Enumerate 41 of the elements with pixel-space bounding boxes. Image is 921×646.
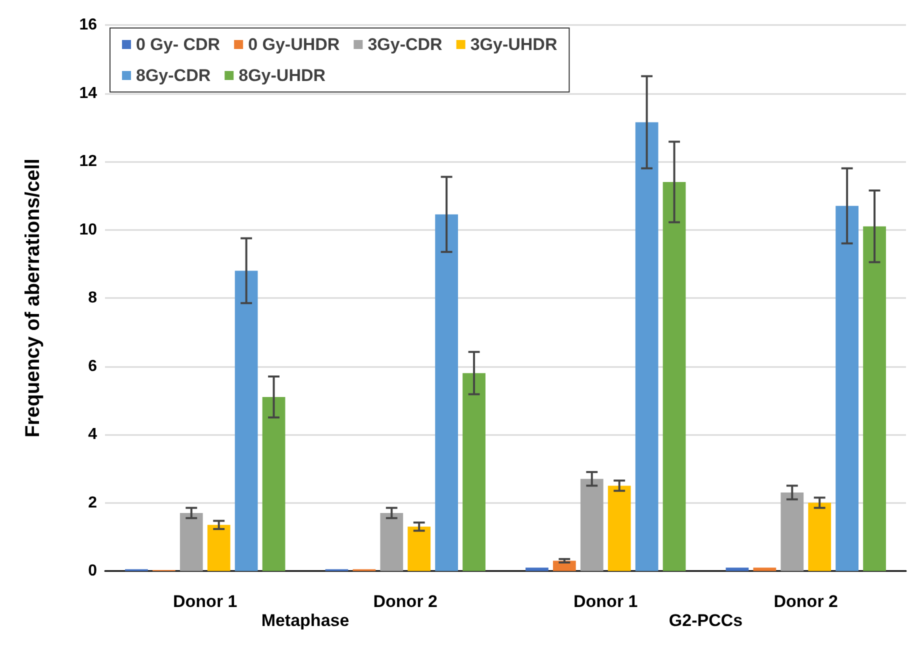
y-tick-label: 10 [79,221,98,238]
x-tick-label: Donor 2 [774,592,838,611]
y-axis-title: Frequency of aberrations/cell [22,158,44,438]
legend-label: 0 Gy-UHDR [248,35,340,54]
bar [635,122,658,571]
y-tick-label: 4 [88,426,98,443]
bar [234,270,258,571]
bar [435,214,458,571]
y-tick-label: 0 [88,562,98,580]
bar [863,226,886,571]
bar [662,182,686,571]
bar [580,478,604,571]
x-tick-label: Donor 1 [574,592,638,611]
bar [726,568,749,571]
bar [462,373,486,571]
legend-label: 8Gy-UHDR [238,66,326,85]
text: G2-PCCs [668,611,743,630]
legend-label: 3Gy-UHDR [470,35,558,54]
y-tick-label: 14 [79,84,98,102]
legend-label: 0 Gy- CDR [136,35,220,54]
bar [753,568,776,571]
bar [808,502,832,571]
bar [836,206,859,571]
bar [780,492,804,571]
bar [380,512,404,571]
y-tick-label: 2 [88,494,98,512]
y-tick-label: 6 [88,358,98,375]
bar [180,512,203,571]
bar [408,526,431,571]
y-tick-label: 16 [79,16,98,34]
text: Metaphase [261,611,350,630]
x-tick-label: Donor 2 [373,592,438,611]
bar [207,524,230,571]
y-tick-label: 12 [79,153,98,170]
legend-label: 8Gy-CDR [136,66,211,85]
y-tick-label: 8 [88,290,98,306]
bar [262,396,286,571]
bar [526,568,548,571]
legend-label: 3Gy-CDR [368,35,442,54]
bar [608,486,631,571]
x-tick-label: Donor 1 [173,592,238,611]
